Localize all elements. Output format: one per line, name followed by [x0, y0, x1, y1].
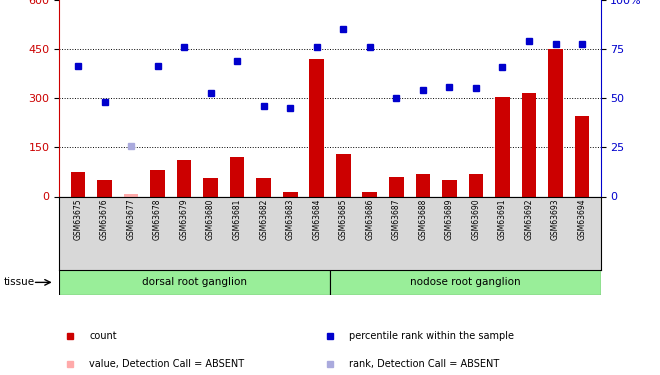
Bar: [548, 49, 563, 196]
Bar: [330, 270, 601, 295]
Bar: [203, 178, 218, 196]
Text: GSM63675: GSM63675: [73, 199, 82, 240]
Bar: [442, 180, 457, 196]
Bar: [310, 59, 324, 196]
Text: GSM63683: GSM63683: [286, 199, 295, 240]
Text: rank, Detection Call = ABSENT: rank, Detection Call = ABSENT: [349, 359, 499, 369]
Bar: [123, 194, 139, 196]
Text: GSM63691: GSM63691: [498, 199, 507, 240]
Text: percentile rank within the sample: percentile rank within the sample: [349, 331, 514, 341]
Bar: [150, 170, 165, 196]
Text: GSM63693: GSM63693: [551, 199, 560, 240]
Bar: [283, 192, 298, 196]
Text: GSM63686: GSM63686: [365, 199, 374, 240]
Text: GSM63678: GSM63678: [153, 199, 162, 240]
Bar: [389, 177, 404, 197]
Text: GSM63682: GSM63682: [259, 199, 268, 240]
Text: dorsal root ganglion: dorsal root ganglion: [142, 278, 248, 287]
Bar: [59, 270, 330, 295]
Text: GSM63681: GSM63681: [232, 199, 242, 240]
Text: GSM63692: GSM63692: [525, 199, 533, 240]
Text: GSM63676: GSM63676: [100, 199, 109, 240]
Text: tissue: tissue: [3, 278, 34, 287]
Bar: [521, 93, 537, 196]
Text: GSM63687: GSM63687: [392, 199, 401, 240]
Text: GSM63679: GSM63679: [180, 199, 189, 240]
Bar: [416, 174, 430, 196]
Text: GSM63680: GSM63680: [206, 199, 215, 240]
Text: GSM63685: GSM63685: [339, 199, 348, 240]
Bar: [97, 180, 112, 196]
Bar: [336, 154, 350, 196]
Bar: [575, 116, 589, 196]
Text: GSM63677: GSM63677: [127, 199, 135, 240]
Text: GSM63690: GSM63690: [471, 199, 480, 240]
Text: GSM63688: GSM63688: [418, 199, 428, 240]
Text: GSM63689: GSM63689: [445, 199, 454, 240]
Text: count: count: [89, 331, 117, 341]
Bar: [230, 157, 244, 196]
Bar: [256, 178, 271, 196]
Text: nodose root ganglion: nodose root ganglion: [410, 278, 521, 287]
Text: GSM63694: GSM63694: [578, 199, 587, 240]
Bar: [495, 97, 510, 196]
Text: GSM63684: GSM63684: [312, 199, 321, 240]
Bar: [71, 172, 85, 196]
Bar: [177, 160, 191, 196]
Bar: [362, 192, 377, 196]
Bar: [469, 174, 483, 196]
Text: value, Detection Call = ABSENT: value, Detection Call = ABSENT: [89, 359, 244, 369]
